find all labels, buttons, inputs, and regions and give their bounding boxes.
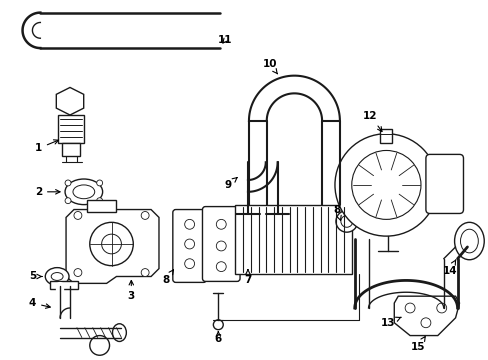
Text: 3: 3 (127, 280, 135, 301)
Text: 5: 5 (29, 271, 41, 282)
Circle shape (74, 269, 81, 276)
Text: 1: 1 (35, 140, 58, 153)
Bar (87, 200, 116, 212)
Text: 12: 12 (363, 111, 381, 131)
Text: 11: 11 (218, 35, 232, 45)
Circle shape (213, 320, 223, 330)
Circle shape (184, 239, 194, 249)
Text: 8: 8 (333, 204, 341, 220)
Bar (58, 115, 83, 143)
Ellipse shape (340, 215, 352, 227)
Circle shape (216, 262, 226, 271)
Circle shape (184, 219, 194, 229)
Circle shape (97, 198, 102, 204)
Circle shape (141, 269, 149, 276)
FancyBboxPatch shape (425, 154, 463, 213)
Bar (380, 129, 391, 143)
Circle shape (97, 180, 102, 186)
Ellipse shape (112, 324, 126, 342)
Bar (235, 204, 351, 274)
FancyBboxPatch shape (172, 210, 206, 282)
Circle shape (90, 222, 133, 266)
Ellipse shape (460, 229, 477, 253)
Text: 9: 9 (224, 177, 237, 190)
Circle shape (351, 150, 420, 219)
Text: 10: 10 (262, 59, 277, 74)
Circle shape (74, 212, 81, 219)
Circle shape (334, 134, 437, 236)
Circle shape (436, 303, 446, 313)
Text: 6: 6 (214, 332, 222, 345)
Circle shape (141, 212, 149, 219)
Ellipse shape (51, 273, 63, 280)
Text: 13: 13 (380, 317, 400, 328)
Ellipse shape (45, 267, 69, 285)
FancyBboxPatch shape (202, 207, 240, 282)
Text: 14: 14 (442, 260, 456, 276)
Circle shape (405, 303, 414, 313)
Circle shape (216, 241, 226, 251)
Bar (62, 143, 80, 156)
Circle shape (216, 219, 226, 229)
Text: 7: 7 (244, 270, 251, 285)
Text: 15: 15 (410, 337, 425, 352)
Circle shape (102, 234, 121, 254)
Bar (50, 282, 78, 289)
Ellipse shape (335, 211, 357, 232)
Polygon shape (66, 210, 159, 283)
Text: 2: 2 (35, 187, 60, 197)
Circle shape (420, 318, 430, 328)
Text: 4: 4 (29, 298, 50, 308)
Circle shape (184, 259, 194, 269)
Circle shape (65, 198, 71, 204)
Ellipse shape (65, 179, 102, 204)
Ellipse shape (454, 222, 483, 260)
Polygon shape (393, 296, 459, 336)
Circle shape (65, 180, 71, 186)
Polygon shape (56, 87, 83, 115)
Text: 8: 8 (162, 270, 173, 285)
Circle shape (90, 336, 109, 355)
Ellipse shape (73, 185, 95, 199)
